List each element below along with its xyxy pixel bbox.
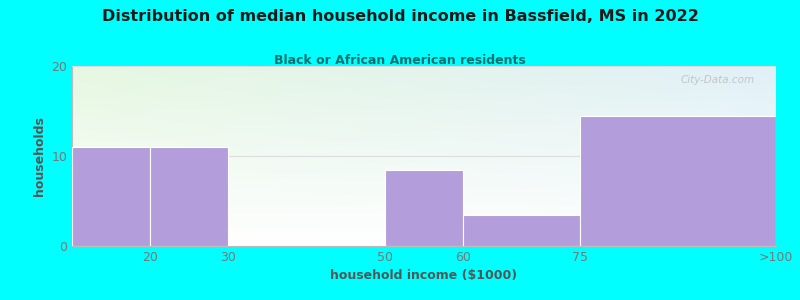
Bar bbox=[463, 214, 581, 246]
Text: Distribution of median household income in Bassfield, MS in 2022: Distribution of median household income … bbox=[102, 9, 698, 24]
Bar bbox=[581, 116, 776, 246]
Bar bbox=[72, 147, 150, 246]
Text: City-Data.com: City-Data.com bbox=[681, 75, 755, 85]
Bar bbox=[150, 147, 229, 246]
Y-axis label: households: households bbox=[33, 116, 46, 196]
Bar bbox=[385, 169, 463, 246]
Text: Black or African American residents: Black or African American residents bbox=[274, 54, 526, 67]
X-axis label: household income ($1000): household income ($1000) bbox=[330, 269, 518, 282]
